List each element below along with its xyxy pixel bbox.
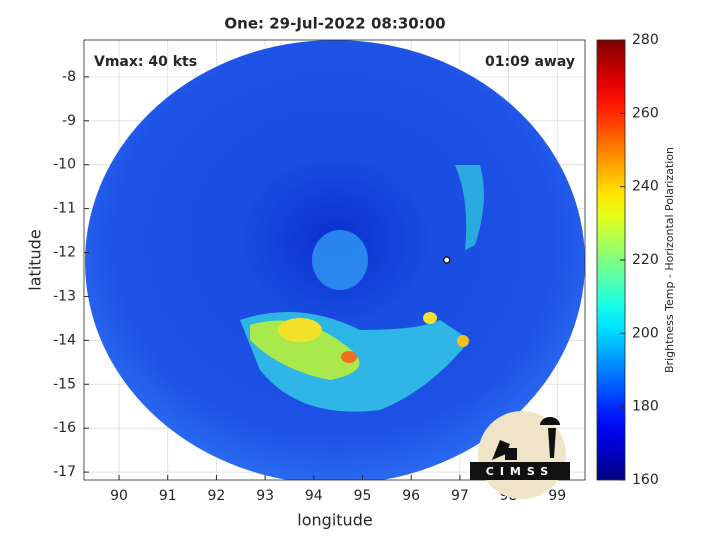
plot-frame bbox=[83, 39, 586, 481]
y-tick-label: -12 bbox=[53, 245, 76, 261]
y-tick-label: -9 bbox=[62, 113, 76, 129]
feature bbox=[250, 320, 360, 380]
y-tick-label: -14 bbox=[53, 332, 76, 348]
colorbar-tick-label: 160 bbox=[632, 472, 659, 488]
colorbar-label: Brightness Temp - Horizontal Polarizatio… bbox=[663, 147, 676, 373]
colorbar-tick-label: 280 bbox=[632, 32, 659, 48]
y-axis-label: latitude bbox=[26, 229, 45, 290]
feature bbox=[423, 312, 437, 324]
colorbar-tick-label: 220 bbox=[632, 252, 659, 268]
colorbar-tick-label: 180 bbox=[632, 399, 659, 415]
logo: CIMSS bbox=[470, 411, 570, 499]
y-tick-label: -15 bbox=[53, 376, 76, 392]
logo-band bbox=[470, 462, 570, 480]
colorbar-tick-label: 260 bbox=[632, 105, 659, 121]
logo-text: CIMSS bbox=[486, 465, 554, 478]
colorbar-tick-label: 240 bbox=[632, 179, 659, 195]
swath-image bbox=[85, 40, 585, 480]
y-tick-label: -10 bbox=[53, 157, 76, 173]
y-tick-label: -13 bbox=[53, 288, 76, 304]
annotation: 01:09 away bbox=[485, 54, 575, 70]
y-tick-label: -17 bbox=[53, 464, 76, 480]
feature bbox=[341, 351, 357, 363]
logo-shapes bbox=[492, 417, 560, 460]
x-tick-label: 91 bbox=[159, 488, 177, 504]
x-tick-label: 94 bbox=[305, 488, 323, 504]
feature bbox=[312, 230, 368, 290]
feature bbox=[457, 335, 469, 347]
feature bbox=[455, 165, 484, 250]
y-tick-label: -8 bbox=[62, 69, 76, 85]
x-tick-label: 97 bbox=[451, 488, 469, 504]
axes: 90919293949596979899-8-9-10-11-12-13-14-… bbox=[53, 69, 566, 504]
x-tick-label: 96 bbox=[402, 488, 420, 504]
chart-title: One: 29-Jul-2022 08:30:00 bbox=[224, 15, 445, 33]
x-axis-label: longitude bbox=[297, 511, 372, 530]
storm-center bbox=[443, 256, 451, 264]
x-tick-label: 93 bbox=[256, 488, 274, 504]
colorbar-tick-label: 200 bbox=[632, 325, 659, 341]
x-tick-label: 90 bbox=[110, 488, 128, 504]
annotation: Vmax: 40 kts bbox=[94, 54, 197, 70]
x-tick-label: 99 bbox=[548, 488, 566, 504]
y-tick-label: -11 bbox=[53, 201, 76, 217]
x-tick-label: 95 bbox=[354, 488, 372, 504]
y-tick-label: -16 bbox=[53, 420, 76, 436]
feature bbox=[278, 318, 322, 342]
x-tick-label: 92 bbox=[208, 488, 226, 504]
